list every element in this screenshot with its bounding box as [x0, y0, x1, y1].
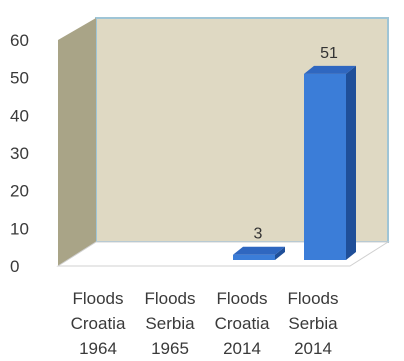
bar-side-2 [275, 246, 285, 260]
category-label-3: Floods Serbia 2014 [287, 289, 338, 358]
y-tick-label-40: 40 [10, 106, 29, 125]
y-tick-label-20: 20 [10, 182, 29, 201]
bar-top-3 [304, 65, 356, 74]
data-label-2: 3 [254, 226, 263, 243]
data-label-3: 51 [320, 45, 338, 62]
bar-front-2 [233, 254, 275, 260]
y-tick-label-50: 50 [10, 69, 29, 88]
data-labels: 3 51 [254, 45, 338, 243]
x-axis-category-labels: Floods Croatia 1964 Floods Serbia 1965 Floods C… [71, 289, 339, 358]
bar-3 [304, 65, 356, 261]
y-tick-label-10: 10 [10, 219, 29, 238]
bar-top-2 [233, 246, 285, 255]
category-label-1: Floods Serbia 1965 [144, 289, 195, 358]
category-label-0: Floods Croatia 1964 [71, 289, 126, 358]
bars [233, 65, 356, 261]
bar-side-3 [346, 65, 356, 261]
y-tick-label-30: 30 [10, 144, 29, 163]
y-tick-label-0: 0 [10, 257, 19, 276]
category-label-2: Floods Croatia 2014 [215, 289, 270, 358]
chart-side-wall [58, 18, 96, 266]
y-tick-label-60: 60 [10, 31, 29, 50]
bar-2 [233, 246, 285, 260]
bar-front-3 [304, 73, 346, 261]
y-axis-tick-labels: 0 10 20 30 40 50 60 [10, 31, 29, 276]
